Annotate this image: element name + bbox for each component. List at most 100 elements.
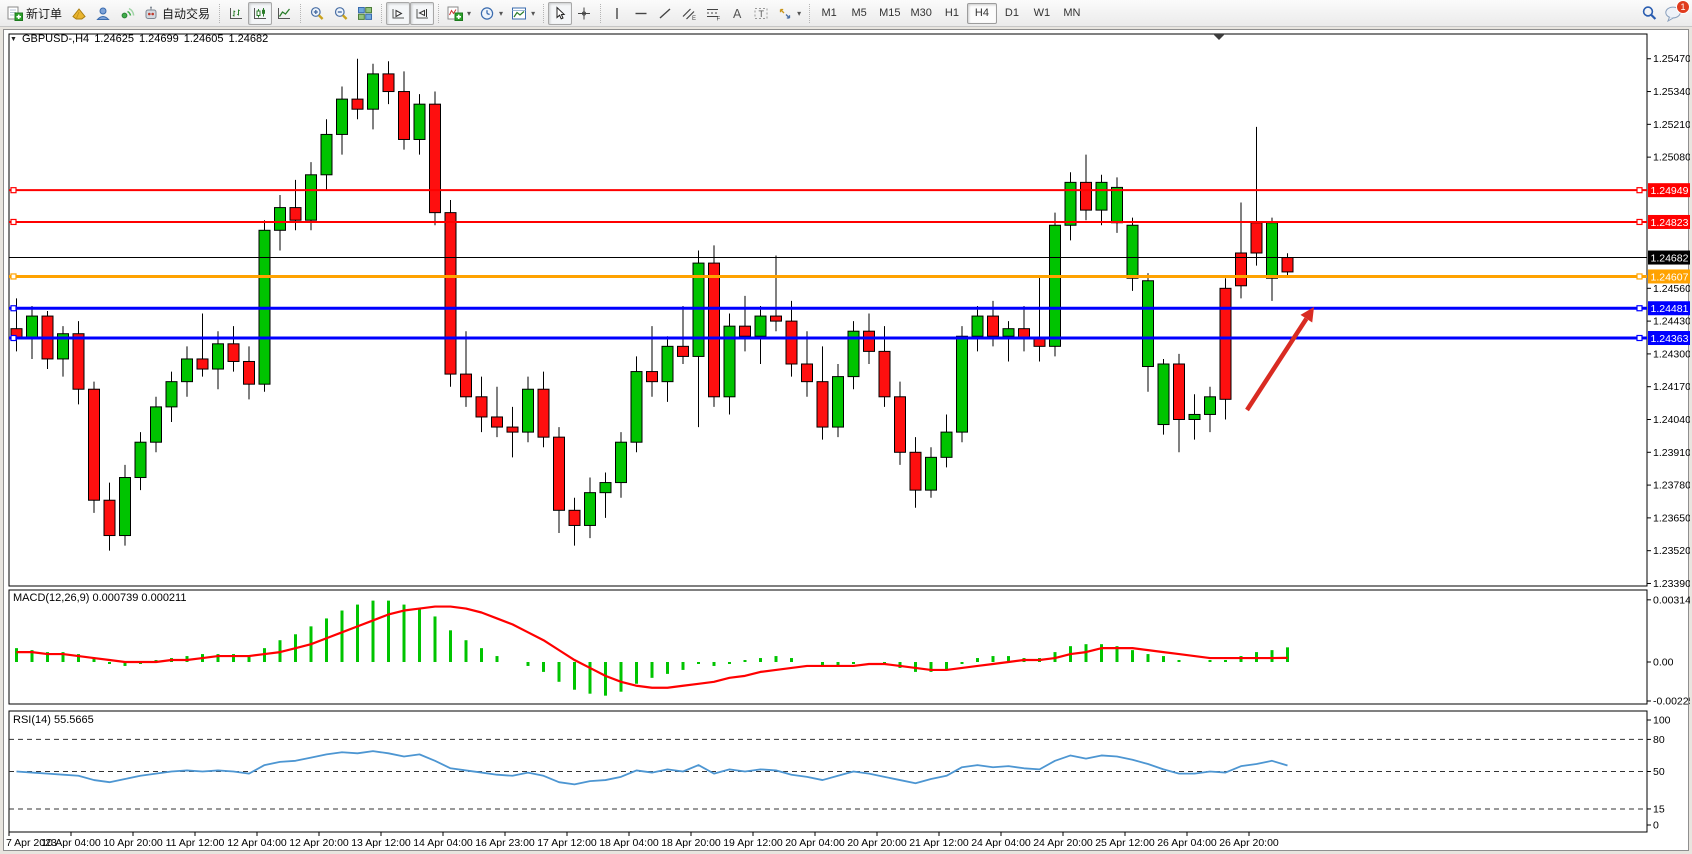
auto-scroll-button[interactable] — [386, 1, 411, 25]
chevron-down-icon[interactable]: ▾ — [499, 8, 504, 18]
timeframe-m1-button[interactable]: M1 — [821, 7, 837, 19]
price-tick-label: 1.25340 — [1653, 86, 1690, 98]
mql5-community-button[interactable] — [91, 2, 115, 25]
time-tick-label: 24 Apr 04:00 — [971, 837, 1031, 849]
candle-body — [1266, 222, 1278, 279]
indicators-icon — [447, 6, 464, 21]
autotrading-button-label: 自动交易 — [162, 6, 211, 21]
time-tick-label: 10 Apr 04:00 — [41, 837, 101, 849]
rsi-tick-label: 15 — [1653, 803, 1665, 815]
text-icon: A — [729, 6, 745, 21]
arrow-annotation-head[interactable] — [1300, 307, 1314, 323]
zoom-out-icon — [333, 6, 349, 21]
high-value: 1.24699 — [138, 33, 179, 45]
price-pane[interactable] — [8, 33, 1648, 587]
candle-body — [956, 335, 968, 433]
candle-body — [1235, 252, 1247, 287]
candle-body — [351, 98, 364, 110]
autotrading-button[interactable]: 自动交易 — [139, 2, 215, 25]
candle-body — [940, 431, 953, 458]
line-anchor-handle[interactable] — [1636, 187, 1643, 194]
bar-chart-button[interactable] — [224, 2, 248, 25]
candle-body — [181, 358, 193, 383]
line-anchor-handle[interactable] — [10, 187, 17, 194]
tile-windows-button[interactable] — [353, 2, 377, 25]
chevron-down-icon[interactable]: ▾ — [531, 8, 536, 18]
candle-body — [196, 358, 209, 370]
arrows-button[interactable]: ▾ — [773, 2, 805, 25]
timeframe-w1-button[interactable]: W1 — [1033, 7, 1051, 19]
candle-body — [165, 381, 178, 408]
price-tick-label: 1.23520 — [1653, 545, 1690, 557]
candle-body — [832, 376, 844, 428]
zoom-in-button[interactable] — [305, 2, 329, 25]
chart-window[interactable]: ▼ GBPUSD-,H4 1.24625 1.24699 1.24605 1.2… — [3, 29, 1690, 851]
crosshair-button[interactable] — [572, 2, 596, 25]
indicators-button[interactable]: ▾ — [443, 2, 475, 25]
zoom-out-button[interactable] — [329, 2, 353, 25]
time-tick-label: 12 Apr 04:00 — [227, 837, 287, 849]
candle-body — [1111, 186, 1123, 224]
chart-shift-button[interactable] — [410, 1, 435, 25]
candle-body — [723, 325, 736, 398]
line-chart-icon — [276, 6, 292, 21]
equidistant-channel-icon: E — [681, 6, 697, 21]
periods-button[interactable]: ▾ — [475, 2, 507, 25]
text-label-button[interactable]: T — [749, 2, 773, 25]
macd-layer — [15, 600, 1289, 696]
chevron-down-icon[interactable]: ▾ — [797, 8, 802, 18]
close-value: 1.24682 — [228, 33, 269, 45]
timeframe-mn-button[interactable]: MN — [1063, 7, 1081, 19]
metaeditor-button[interactable] — [67, 2, 91, 25]
cursor-button[interactable] — [548, 1, 573, 25]
chevron-down-icon[interactable]: ▾ — [467, 8, 472, 18]
horizontal-line-button[interactable] — [629, 2, 653, 25]
arrow-annotation[interactable] — [1245, 317, 1309, 412]
line-chart-button[interactable] — [272, 2, 296, 25]
chart-shift-marker[interactable] — [1213, 34, 1225, 40]
timeframe-group: M1 M5 M15 M30 H1 H4 D1 W1 MN — [814, 0, 1087, 26]
line-anchor-handle[interactable] — [10, 218, 17, 226]
new-order-button[interactable]: 新订单 — [3, 2, 67, 25]
chart-canvas[interactable]: 1.24949 1.24823 1.24682 1.24607 1.24481 1.243… — [4, 30, 1690, 850]
candle-body — [413, 103, 426, 140]
candle-body — [987, 315, 999, 337]
fibonacci-button[interactable]: F — [701, 2, 725, 25]
line-anchor-handle[interactable] — [1636, 218, 1643, 226]
line-anchor-handle[interactable] — [10, 273, 17, 280]
timeframe-h1-button[interactable]: H1 — [944, 7, 959, 19]
line-anchor-handle[interactable] — [1636, 273, 1643, 280]
timeframe-d1-button[interactable]: D1 — [1004, 7, 1019, 19]
text-button[interactable]: A — [725, 2, 749, 25]
price-line-badge-text: 1.24607 — [1651, 271, 1689, 283]
line-anchor-handle[interactable] — [1636, 305, 1643, 312]
line-anchor-handle[interactable] — [1636, 334, 1643, 342]
templates-button[interactable]: ▾ — [507, 2, 539, 25]
price-tick-label: 1.24560 — [1653, 283, 1690, 295]
timeframe-h4-button[interactable]: H4 — [966, 2, 997, 24]
chat-icon[interactable]: 1 — [1664, 0, 1690, 22]
timeframe-m30-button[interactable]: M30 — [910, 7, 932, 19]
signals-icon — [119, 6, 135, 21]
signals-button[interactable] — [115, 2, 139, 25]
price-tick-label: 1.24430 — [1653, 316, 1690, 328]
svg-text:A: A — [733, 7, 742, 21]
time-tick-label: 19 Apr 12:00 — [723, 837, 783, 849]
search-icon[interactable] — [1641, 5, 1658, 21]
candle-body — [1173, 363, 1185, 420]
collapse-triangle-icon[interactable]: ▼ — [10, 35, 17, 43]
equidistant-channel-button[interactable]: E — [677, 2, 701, 25]
trendline-button[interactable] — [653, 2, 677, 25]
line-anchor-handle[interactable] — [10, 334, 17, 342]
candle-body — [305, 174, 317, 221]
vertical-line-button[interactable] — [605, 2, 629, 25]
toolbar-group — [386, 0, 435, 26]
candlestick-button[interactable] — [248, 1, 273, 25]
svg-text:E: E — [692, 16, 696, 21]
line-anchor-handle[interactable] — [10, 305, 17, 312]
timeframe-m5-button[interactable]: M5 — [851, 7, 867, 19]
macd-pane[interactable] — [8, 589, 1648, 705]
candle-body — [646, 371, 658, 383]
timeframe-m15-button[interactable]: M15 — [879, 7, 901, 19]
toolbar-separator — [600, 3, 602, 23]
